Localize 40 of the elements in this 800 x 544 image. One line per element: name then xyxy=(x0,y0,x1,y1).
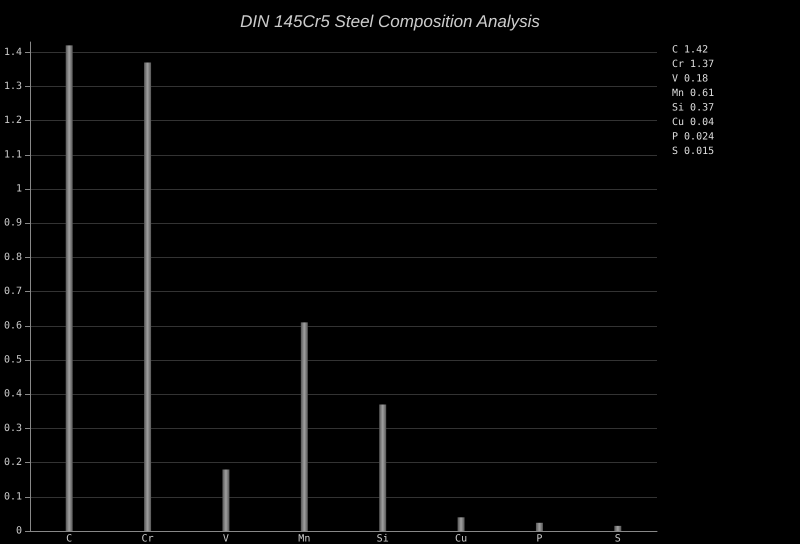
y-tick-label: 1.4 xyxy=(4,46,22,58)
x-tick-label: Cu xyxy=(455,534,468,544)
bar xyxy=(379,404,386,531)
text: P 0.024 xyxy=(672,132,714,142)
y-tick-label: 1.3 xyxy=(4,80,22,92)
bar xyxy=(300,322,308,531)
text: Cr 1.37 xyxy=(672,59,714,70)
x-tick-label: P xyxy=(536,534,542,544)
x-tick-label: Mn xyxy=(298,534,310,544)
x-tick-label: Si xyxy=(376,534,389,544)
bar xyxy=(222,469,230,531)
y-tick-label: 1.2 xyxy=(4,115,22,126)
y-tick-label: 1 xyxy=(16,184,22,195)
text: Si 0.37 xyxy=(672,102,714,114)
x-tick-label: S xyxy=(614,534,621,544)
x-tick-label: V xyxy=(222,534,229,544)
y-tick-label: 0.4 xyxy=(4,388,22,400)
bar xyxy=(536,522,543,531)
x-tick-label: Cr xyxy=(142,534,154,544)
chart-title: DIN 145Cr5 Steel Composition Analysis xyxy=(240,12,540,31)
y-tick-label: 0.2 xyxy=(4,457,22,468)
y-tick-label: 0.9 xyxy=(4,218,22,229)
text: C 1.42 xyxy=(672,44,708,56)
x-tick-label: C xyxy=(66,534,72,544)
text: Mn 0.61 xyxy=(672,88,714,99)
bar xyxy=(614,526,622,531)
y-tick-label: 0.3 xyxy=(4,422,22,434)
y-tick-label: 0.1 xyxy=(4,491,22,502)
text: S 0.015 xyxy=(672,146,714,157)
y-tick-label: 0.7 xyxy=(4,286,22,298)
bar xyxy=(458,517,465,531)
y-tick-label: 0.6 xyxy=(4,320,22,332)
bar xyxy=(66,45,73,531)
y-tick-label: 0.8 xyxy=(4,252,22,263)
text: Cu 0.04 xyxy=(672,117,714,128)
y-tick-label: 1.1 xyxy=(4,149,22,160)
bar xyxy=(144,62,152,531)
text: V 0.18 xyxy=(672,74,708,84)
y-tick-label: 0.5 xyxy=(4,354,22,366)
y-tick-label: 0 xyxy=(16,526,22,536)
